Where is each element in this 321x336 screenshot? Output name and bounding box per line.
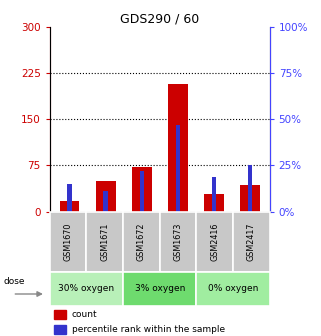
Bar [50, 212, 86, 272]
Bar [86, 212, 123, 272]
Bar [204, 195, 224, 212]
Title: GDS290 / 60: GDS290 / 60 [120, 13, 199, 26]
Bar [96, 181, 116, 212]
Text: GSM1673: GSM1673 [174, 223, 183, 261]
Bar [54, 325, 66, 334]
Bar [233, 212, 270, 272]
Text: 3% oxygen: 3% oxygen [134, 285, 185, 293]
Text: percentile rank within the sample: percentile rank within the sample [72, 325, 225, 334]
Text: GSM2417: GSM2417 [247, 223, 256, 261]
Bar [240, 185, 260, 212]
Bar [196, 272, 270, 306]
Bar [160, 212, 196, 272]
Text: dose: dose [4, 277, 25, 286]
Text: 0% oxygen: 0% oxygen [208, 285, 258, 293]
Bar [196, 212, 233, 272]
Bar [176, 125, 180, 212]
Text: count: count [72, 310, 97, 319]
Bar [123, 212, 160, 272]
Bar [212, 177, 216, 212]
Bar [132, 167, 152, 212]
Bar [50, 272, 123, 306]
Text: GSM2416: GSM2416 [210, 223, 219, 261]
Text: GSM1670: GSM1670 [64, 223, 73, 261]
Bar [123, 272, 196, 306]
Bar [67, 184, 72, 212]
Bar [140, 171, 144, 212]
Bar [54, 310, 66, 319]
Text: GSM1672: GSM1672 [137, 223, 146, 261]
Bar [103, 192, 108, 212]
Bar [168, 84, 188, 212]
Text: 30% oxygen: 30% oxygen [58, 285, 115, 293]
Bar [60, 201, 80, 212]
Bar [248, 166, 252, 212]
Text: GSM1671: GSM1671 [100, 223, 109, 261]
